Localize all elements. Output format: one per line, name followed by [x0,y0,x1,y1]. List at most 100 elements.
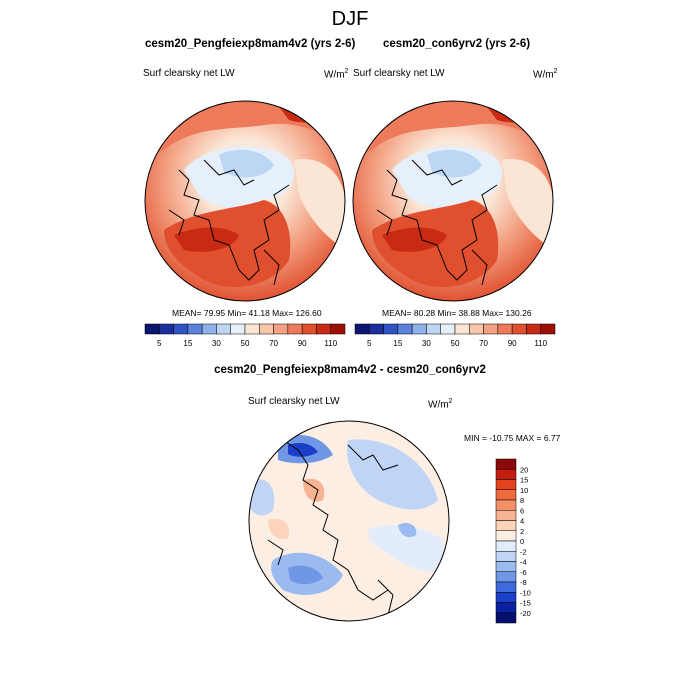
colorbar-tick-label: 20 [520,465,528,474]
colorbar-tick-label: -15 [520,599,531,608]
coastlines [168,159,290,286]
colorbar-swatch [495,581,517,593]
colorbar-tick-label: 70 [479,339,488,348]
weak-negative-region [368,524,449,572]
colorbar-tick-label: 15 [520,476,528,485]
colorbar-tick-label: 15 [183,339,192,348]
panel-2-variable-label: Surf clearsky net LW [353,68,445,79]
diff-panel-title: cesm20_Pengfeiexp8mam4v2 - cesm20_con6yr… [214,364,486,376]
figure-title: DJF [331,8,369,30]
hot-ocean-region [174,227,239,252]
colorbar-tick-label: 110 [534,339,547,348]
colorbar-swatch [497,323,513,335]
colorbar-swatch [495,602,517,613]
panel-1-stats: MEAN= 79.95 Min= 41.18 Max= 126.60 [172,308,322,318]
colorbar-swatch [259,323,274,335]
coastlines [376,159,498,286]
colorbar-tick-label: 15 [393,339,402,348]
colorbar-swatch [301,323,317,335]
colorbar-swatch [411,323,427,335]
panel-2-title: cesm20_con6yrv2 (yrs 2-6) [383,38,531,50]
map-panel-2 [352,100,554,302]
colorbar-tick-label: 4 [520,517,524,526]
colorbar-tick-label: 6 [520,506,524,515]
colorbar-swatch [369,323,384,335]
strong-negative-region [288,442,318,457]
colorbar-swatch [287,323,303,335]
colorbar-swatch [495,489,517,501]
colorbar-tick-label: 90 [298,339,307,348]
positive-region [303,478,325,502]
colorbar-swatch [526,323,541,335]
colorbar-swatch [144,323,160,335]
units-exp: 2 [344,68,349,75]
colorbar-tick-label: 8 [520,496,524,505]
units-base: W/m [533,69,554,81]
panel-1-title: cesm20_Pengfeiexp8mam4v2 (yrs 2-6) [145,38,356,50]
map-panel-1 [144,100,346,302]
colorbar-swatch [495,551,517,562]
coastlines [267,439,399,616]
colorbar-swatch [495,561,517,572]
colorbar-swatch [495,540,517,552]
colorbar-swatch [216,323,231,335]
colorbar-swatch [397,323,413,335]
colorbar-swatch [440,323,456,335]
positive-region [268,518,290,540]
colorbar-swatch [316,323,331,335]
diff-panel-stats: MIN = -10.75 MAX = 6.77 [464,433,561,443]
colorbar-tick-label: 50 [241,339,250,348]
diff-panel-units: W/m2 [428,398,452,410]
colorbar-swatch [273,323,289,335]
colorbar-swatch [495,499,517,511]
colorbar-tick-label: -20 [520,609,531,618]
colorbar-panel-1: 51530507090110130 [144,323,346,348]
units-base: W/m [428,399,449,411]
hot-ocean-region [382,227,447,252]
colorbar-swatch [201,323,217,335]
negative-spot [398,523,417,538]
colorbar-swatch [187,323,203,335]
colorbar-swatch [495,520,517,531]
diff-panel-variable-label: Surf clearsky net LW [248,396,340,407]
colorbar-tick-label: -10 [520,588,531,597]
units-base: W/m [324,69,345,81]
colorbar-tick-label: 110 [324,339,337,348]
panel-1-units: W/m2 [324,68,348,80]
colorbar-swatch [495,530,517,542]
mild-region [294,159,345,250]
colorbar-panel-2: 51530507090110130 [354,323,556,348]
colorbar-swatch [540,323,556,335]
colorbar-swatch [173,323,189,335]
colorbar-tick-label: 90 [508,339,517,348]
colorbar-swatch [454,323,470,335]
colorbar-swatch [495,458,517,470]
colorbar-swatch [495,510,517,521]
colorbar-tick-label: 30 [422,339,431,348]
colorbar-swatch [330,323,346,335]
colorbar-tick-label: 5 [157,339,162,348]
colorbar-swatch [159,323,174,335]
colorbar-tick-label: 10 [520,486,528,495]
colorbar-swatch [495,469,517,480]
colorbar-tick-label: -8 [520,578,527,587]
colorbar-swatch [354,323,370,335]
colorbar-swatch [244,323,260,335]
colorbar-swatch [383,323,399,335]
units-exp: 2 [448,398,453,405]
colorbar-tick-label: 50 [451,339,460,348]
colorbar-tick-label: 30 [212,339,221,348]
units-exp: 2 [553,68,558,75]
panel-1-variable-label: Surf clearsky net LW [143,68,235,79]
colorbar-tick-label: 5 [367,339,372,348]
colorbar-tick-label: -2 [520,547,527,556]
mild-region [502,159,553,250]
colorbar-swatch [495,479,517,490]
colorbar-tick-label: -4 [520,558,527,567]
negative-core-region [288,565,323,585]
colorbar-swatch [426,323,441,335]
colorbar-swatch [495,571,517,583]
colorbar-tick-label: -6 [520,568,527,577]
colorbar-swatch [495,612,517,624]
